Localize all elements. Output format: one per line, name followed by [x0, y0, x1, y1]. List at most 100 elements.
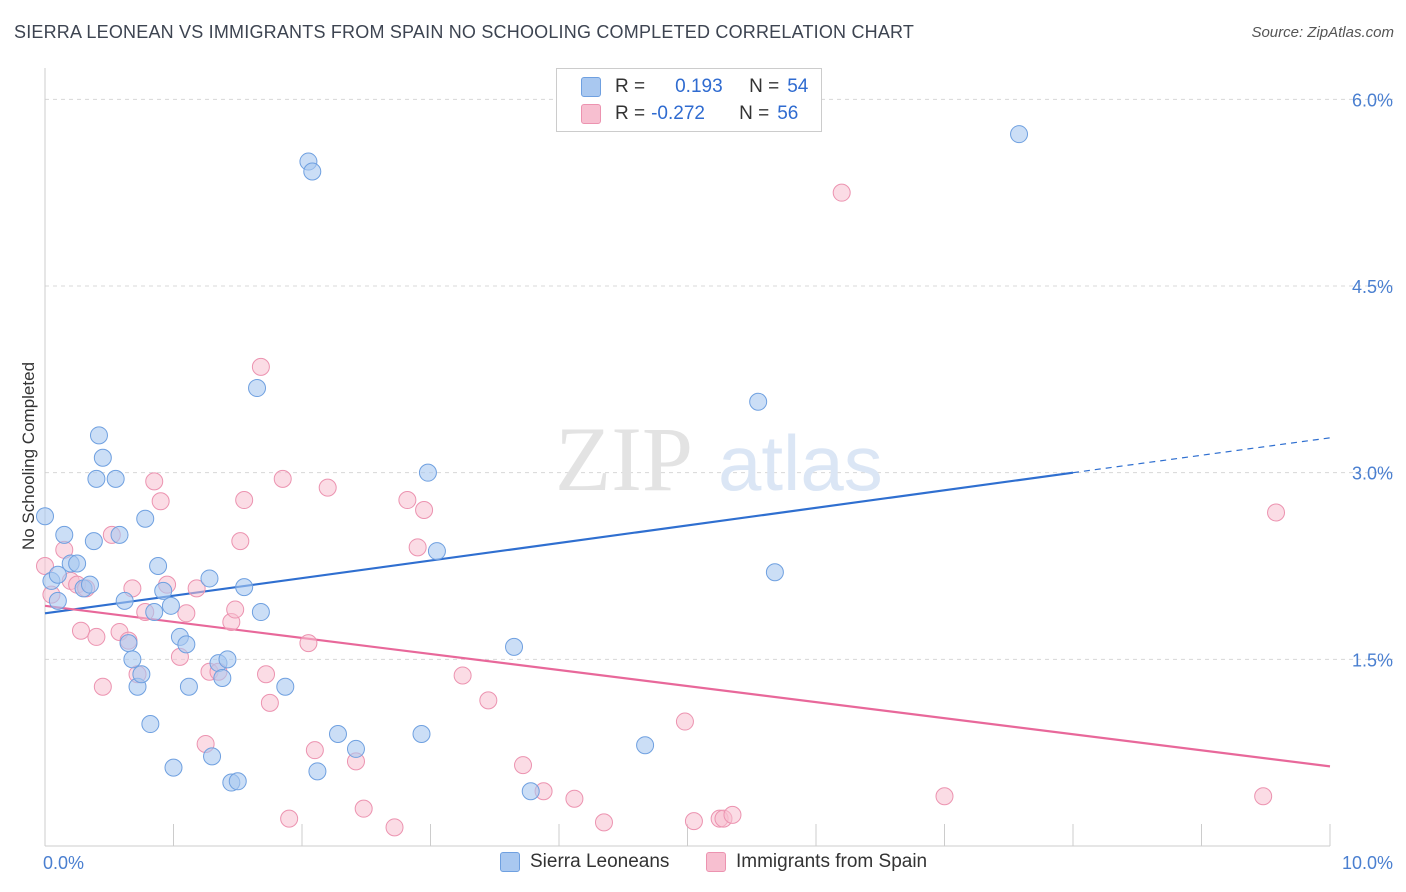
data-point-sierra-leoneans	[251, 603, 270, 622]
legend-item-sierra-leoneans: Sierra Leoneans	[500, 851, 669, 873]
legend-r-value: -0.272	[651, 103, 705, 124]
stats-legend: R = 0.193 N = 54 R = -0.272 N = 56	[556, 68, 822, 132]
data-point-immigrants-from-spain	[594, 813, 613, 832]
data-point-sierra-leoneans	[346, 739, 365, 758]
data-point-sierra-leoneans	[200, 569, 219, 588]
data-point-sierra-leoneans	[154, 581, 173, 600]
trendline-sierra-leoneans-extension	[1072, 437, 1331, 474]
data-point-sierra-leoneans	[218, 650, 237, 669]
y-tick-label: 3.0%	[1352, 464, 1393, 484]
data-point-immigrants-from-spain	[565, 789, 584, 808]
data-point-sierra-leoneans	[228, 772, 247, 791]
data-point-sierra-leoneans	[87, 469, 106, 488]
data-point-sierra-leoneans	[213, 669, 232, 687]
legend-n-value: 54	[787, 76, 809, 97]
axes	[44, 68, 1331, 847]
y-tick-label: 1.5%	[1352, 650, 1393, 670]
x-tick-label: 10.0%	[1342, 853, 1393, 873]
legend-item-immigrants-from-spain: Immigrants from Spain	[706, 851, 927, 873]
legend-r-value: 0.193	[675, 76, 723, 97]
data-point-sierra-leoneans	[308, 762, 327, 781]
data-point-immigrants-from-spain	[684, 812, 703, 831]
data-point-immigrants-from-spain	[935, 787, 954, 806]
data-point-immigrants-from-spain	[408, 538, 427, 557]
data-point-immigrants-from-spain	[187, 579, 206, 598]
data-point-sierra-leoneans	[276, 677, 295, 696]
data-point-sierra-leoneans	[164, 758, 183, 777]
data-point-immigrants-from-spain	[273, 469, 292, 488]
data-point-sierra-leoneans	[412, 725, 431, 743]
data-point-immigrants-from-spain	[260, 693, 279, 712]
data-point-immigrants-from-spain	[832, 183, 851, 202]
legend-row-immigrants-from-spain: R = -0.272 N = 56	[581, 101, 798, 127]
data-point-sierra-leoneans	[84, 532, 103, 551]
data-point-sierra-leoneans	[89, 426, 108, 445]
series-legend: Sierra Leoneans Immigrants from Spain	[0, 851, 1406, 879]
data-point-immigrants-from-spain	[177, 604, 196, 623]
legend-n-label: N =	[739, 103, 770, 124]
tick-labels: 1.5% 3.0% 4.5% 6.0% 0.0% 10.0%	[43, 90, 1393, 873]
data-point-immigrants-from-spain	[235, 491, 254, 510]
data-point-sierra-leoneans	[161, 596, 180, 615]
data-point-sierra-leoneans	[179, 677, 198, 696]
data-point-immigrants-from-spain	[385, 818, 404, 837]
legend-n-label: N =	[749, 76, 780, 97]
data-point-immigrants-from-spain	[93, 677, 112, 696]
data-point-immigrants-from-spain	[226, 600, 245, 619]
data-point-sierra-leoneans	[55, 525, 74, 544]
data-point-sierra-leoneans	[36, 507, 54, 526]
data-point-sierra-leoneans	[418, 463, 437, 482]
y-axis-title: No Schooling Completed	[19, 362, 38, 550]
data-point-sierra-leoneans	[48, 591, 67, 610]
data-point-sierra-leoneans	[48, 565, 67, 584]
data-point-immigrants-from-spain	[723, 805, 742, 824]
watermark-atlas: atlas	[718, 419, 883, 507]
data-point-immigrants-from-spain	[675, 712, 694, 731]
data-point-immigrants-from-spain	[453, 666, 472, 685]
data-point-sierra-leoneans	[303, 162, 322, 181]
data-point-sierra-leoneans	[68, 554, 87, 573]
watermark-zip: ZIP	[555, 408, 693, 510]
data-point-sierra-leoneans	[123, 650, 142, 669]
data-point-immigrants-from-spain	[299, 634, 318, 653]
data-point-sierra-leoneans	[248, 379, 267, 398]
data-point-immigrants-from-spain	[398, 491, 417, 510]
trendline-immigrants-from-spain	[44, 604, 1331, 768]
source-label: Source: ZipAtlas.com	[1251, 24, 1394, 41]
legend-n-value: 56	[777, 103, 799, 124]
data-point-immigrants-from-spain	[1267, 503, 1286, 522]
data-point-immigrants-from-spain	[415, 501, 434, 519]
legend-swatch-pink	[581, 104, 601, 124]
legend-label-immigrants-from-spain: Immigrants from Spain	[736, 851, 928, 872]
data-point-sierra-leoneans	[106, 469, 125, 488]
legend-swatch-blue	[500, 852, 520, 872]
data-point-immigrants-from-spain	[305, 741, 324, 760]
series-sierra-leoneans	[36, 125, 1029, 801]
data-point-immigrants-from-spain	[151, 492, 170, 511]
data-point-sierra-leoneans	[80, 575, 99, 594]
data-point-immigrants-from-spain	[479, 691, 498, 710]
data-point-sierra-leoneans	[749, 392, 768, 411]
data-point-sierra-leoneans	[636, 736, 655, 755]
data-point-immigrants-from-spain	[87, 627, 106, 646]
data-point-sierra-leoneans	[149, 557, 168, 575]
data-point-sierra-leoneans	[115, 591, 134, 610]
data-point-immigrants-from-spain	[257, 665, 276, 684]
y-tick-label: 6.0%	[1352, 90, 1393, 110]
x-tick-label: 0.0%	[43, 853, 84, 873]
data-point-sierra-leoneans	[521, 782, 540, 801]
data-point-sierra-leoneans	[177, 635, 196, 654]
data-point-sierra-leoneans	[110, 525, 129, 544]
data-point-immigrants-from-spain	[1254, 787, 1273, 806]
watermark: ZIP atlas	[555, 408, 883, 510]
data-point-sierra-leoneans	[765, 563, 784, 582]
trendline-sierra-leoneans	[44, 471, 1074, 615]
chart-title: SIERRA LEONEAN VS IMMIGRANTS FROM SPAIN …	[14, 22, 915, 42]
data-point-sierra-leoneans	[132, 665, 151, 684]
legend-row-sierra-leoneans: R = 0.193 N = 54	[581, 74, 808, 100]
data-point-sierra-leoneans	[141, 715, 160, 734]
data-point-immigrants-from-spain	[514, 756, 533, 775]
data-point-sierra-leoneans	[235, 578, 254, 597]
data-point-immigrants-from-spain	[36, 557, 54, 575]
